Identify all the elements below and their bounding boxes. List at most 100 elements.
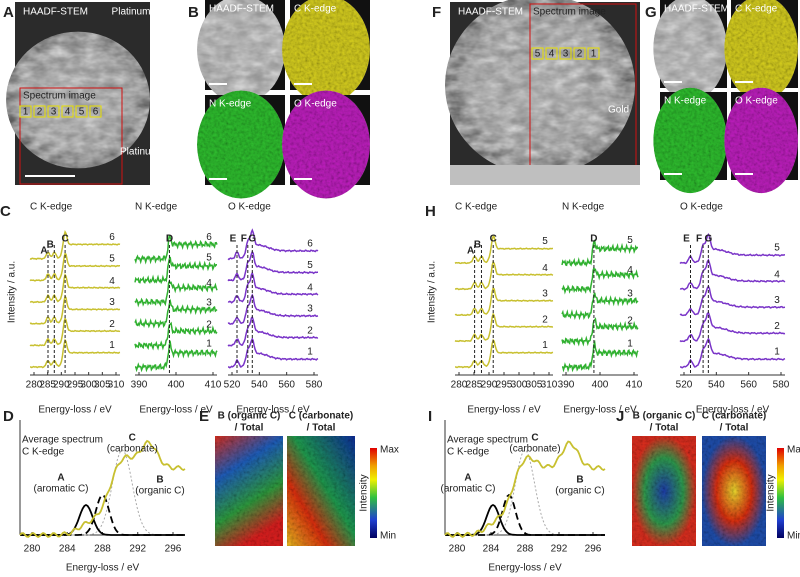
- x-axis-title: Energy-loss / eV: [38, 405, 112, 416]
- peak-label: A: [467, 246, 474, 257]
- peak-label: E: [683, 234, 690, 245]
- trace-label: 4: [542, 263, 548, 274]
- x-tick-label: 284: [59, 544, 76, 555]
- peak-desc: (aromatic C): [440, 484, 495, 495]
- fit-aromatic: [20, 503, 185, 536]
- trace-label: 5: [542, 236, 548, 247]
- label: 5: [79, 107, 85, 118]
- trace-label: 3: [627, 289, 633, 300]
- trace-label: 3: [542, 288, 548, 299]
- peak-label: A: [464, 473, 471, 484]
- label: 4: [65, 107, 71, 118]
- x-tick-label: 560: [740, 380, 757, 391]
- plot-title: N K-edge: [562, 202, 605, 213]
- x-tick-label: 390: [131, 380, 148, 391]
- spectrum-trace: [29, 252, 120, 282]
- peak-label: C: [61, 234, 68, 245]
- label: Average spectrum: [22, 435, 103, 446]
- label: Platinum: [120, 147, 159, 158]
- label: N K-edge: [209, 99, 252, 110]
- pixel-box: [587, 47, 600, 60]
- label: C (carbonate): [702, 411, 766, 422]
- x-tick-label: 280: [449, 544, 466, 555]
- label: Spectrum image: [533, 7, 606, 18]
- x-tick-label: 580: [306, 380, 323, 391]
- pixel-box: [531, 47, 544, 60]
- label: Average spectrum: [447, 435, 528, 446]
- pixel-box: [61, 105, 74, 118]
- peak-desc: (organic C): [135, 486, 184, 497]
- tile-signal: [197, 90, 285, 199]
- trace-label: 1: [109, 340, 115, 351]
- spectrum-trace: [562, 339, 639, 373]
- tile-signal: [197, 0, 285, 104]
- trace-label: 1: [206, 338, 212, 349]
- trace-label: 2: [109, 319, 115, 330]
- x-tick-label: 292: [129, 544, 146, 555]
- peak-label: D: [590, 234, 597, 245]
- peak-label: C: [531, 433, 538, 444]
- x-tick-label: 310: [108, 380, 125, 391]
- label: Min: [787, 531, 800, 542]
- x-axis-title: Energy-loss / eV: [236, 405, 310, 416]
- x-axis-title: Energy-loss / eV: [467, 405, 541, 416]
- x-tick-label: 520: [224, 380, 241, 391]
- plot-title: C K-edge: [30, 202, 73, 213]
- panel-label: J: [616, 408, 624, 425]
- peak-label: B: [156, 475, 163, 486]
- peak-label: D: [166, 234, 173, 245]
- label: B (organic C): [633, 411, 696, 422]
- peak-desc: (carbonate): [509, 444, 560, 455]
- label: 3: [51, 107, 57, 118]
- spectrum-trace: [134, 321, 218, 351]
- x-tick-label: 580: [773, 380, 790, 391]
- x-tick-label: 290: [53, 380, 70, 391]
- average-spectrum: [19, 439, 186, 539]
- trace-label: 5: [627, 235, 633, 246]
- scale-bar: [294, 83, 312, 85]
- spectrum-trace: [454, 312, 554, 343]
- tile-signal: [653, 0, 727, 102]
- x-tick-label: 288: [517, 544, 534, 555]
- label: C K-edge: [294, 4, 337, 15]
- x-tick-label: 300: [511, 380, 528, 391]
- pixel-box: [75, 105, 88, 118]
- pixel-box: [573, 47, 586, 60]
- spectrum-trace: [679, 284, 786, 317]
- x-tick-label: 305: [94, 380, 111, 391]
- spectrum-box: [19, 87, 123, 185]
- label: 2: [577, 49, 583, 60]
- colorbar: [777, 448, 784, 538]
- trace-label: 2: [206, 320, 212, 331]
- scale-bar: [209, 178, 227, 180]
- label: Max: [380, 445, 399, 456]
- trace-label: 6: [109, 232, 115, 243]
- spectrum-trace: [134, 256, 217, 285]
- spectrum-trace: [134, 234, 218, 265]
- spectrum-trace: [227, 228, 319, 261]
- peak-label: G: [248, 234, 256, 245]
- trace-label: 4: [206, 278, 212, 289]
- trace-label: 4: [627, 265, 633, 276]
- x-tick-label: 295: [496, 380, 513, 391]
- panel-label: I: [428, 408, 432, 425]
- x-tick-label: 410: [205, 380, 222, 391]
- trace-label: 5: [774, 243, 780, 254]
- x-tick-label: 285: [39, 380, 56, 391]
- label: C K-edge: [22, 447, 65, 458]
- trace-label: 6: [307, 239, 313, 250]
- label: / Total: [720, 423, 749, 434]
- x-tick-label: 300: [80, 380, 97, 391]
- fit-organic: [20, 493, 185, 536]
- label: C (carbonate): [289, 411, 353, 422]
- peak-label: C: [129, 433, 136, 444]
- label: C K-edge: [447, 447, 490, 458]
- scale-bar: [209, 83, 227, 85]
- scale-bar: [25, 175, 75, 177]
- ratio-map: [632, 436, 696, 546]
- ratio-map: [702, 436, 766, 546]
- trace-label: 6: [206, 232, 212, 243]
- plot-title: O K-edge: [680, 202, 723, 213]
- x-tick-label: 310: [541, 380, 558, 391]
- scale-bar: [664, 81, 682, 83]
